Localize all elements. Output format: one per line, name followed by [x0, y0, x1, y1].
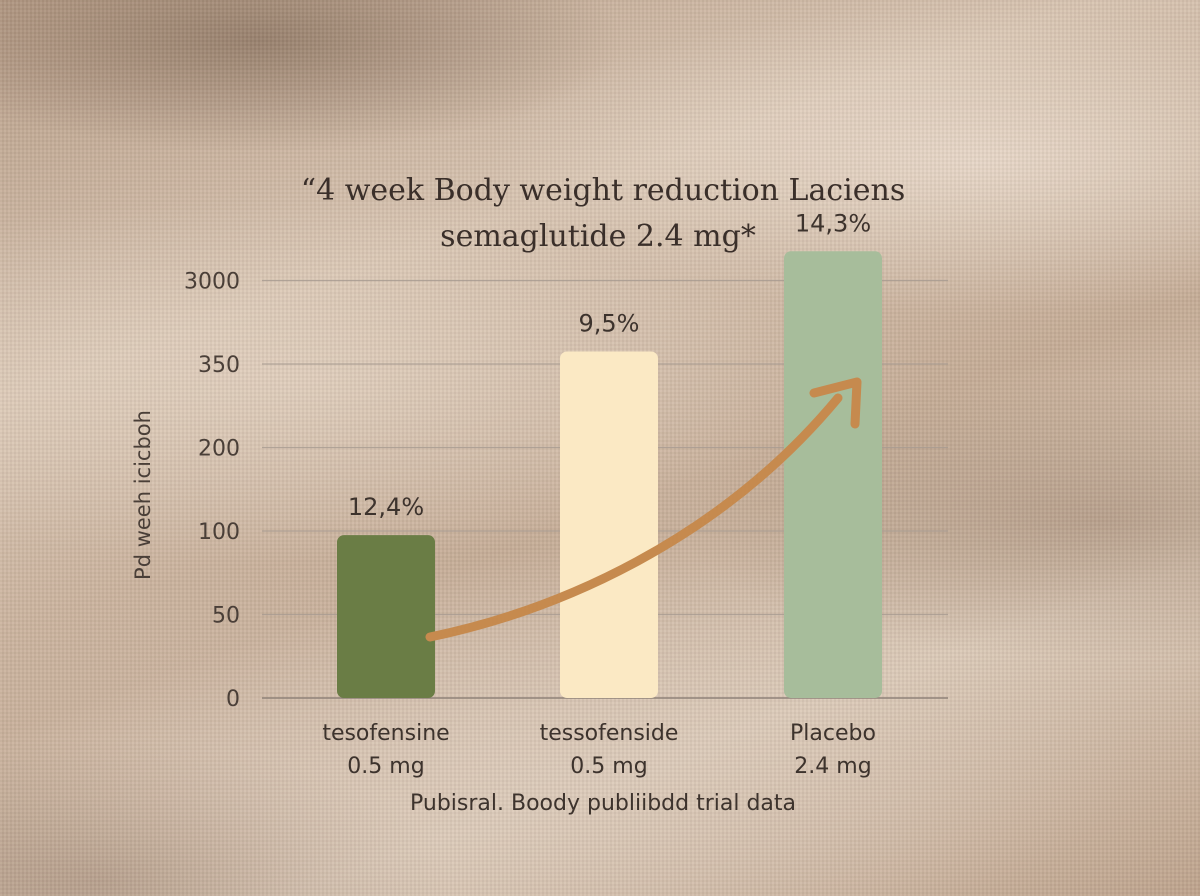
y-tick-label: 3000: [184, 270, 240, 295]
bar: [784, 251, 882, 698]
trend-arrow: [425, 377, 862, 642]
y-tick-label: 0: [226, 687, 240, 712]
category-sublabel: 0.5 mg: [570, 754, 647, 779]
chart-title-line-2: semaglutide 2.4 mg*: [440, 219, 756, 254]
y-axis-label: Pd weeh icicboh: [131, 410, 155, 580]
category-label: tessofenside: [540, 721, 679, 746]
y-tick-label: 100: [198, 520, 240, 545]
bars: [337, 251, 882, 698]
value-labels: 12,4% 9,5% 14,3%: [348, 209, 871, 521]
trend-arrow-line: [425, 393, 843, 642]
trend-arrow-head: [809, 377, 862, 429]
chart-title-line-1: “4 week Body weight reduction Laciens: [301, 173, 905, 208]
x-axis-caption: Pubisral. Boody publiibdd trial data: [410, 791, 796, 816]
category-sublabel: 0.5 mg: [347, 754, 424, 779]
y-tick-label: 50: [212, 604, 240, 629]
category-labels: tesofensine 0.5 mg tessofenside 0.5 mg Place…: [322, 721, 876, 779]
category-label: tesofensine: [322, 721, 449, 746]
y-tick-label: 200: [198, 437, 240, 462]
bar: [337, 535, 435, 698]
bar: [560, 351, 658, 698]
y-tick-label: 350: [198, 353, 240, 378]
data-label: 9,5%: [579, 309, 640, 337]
data-label: 12,4%: [348, 493, 424, 521]
category-sublabel: 2.4 mg: [794, 754, 871, 779]
y-axis-ticks: 3000 350 200 100 50 0: [184, 270, 240, 713]
data-label: 14,3%: [795, 209, 871, 237]
category-label: Placebo: [790, 721, 876, 746]
